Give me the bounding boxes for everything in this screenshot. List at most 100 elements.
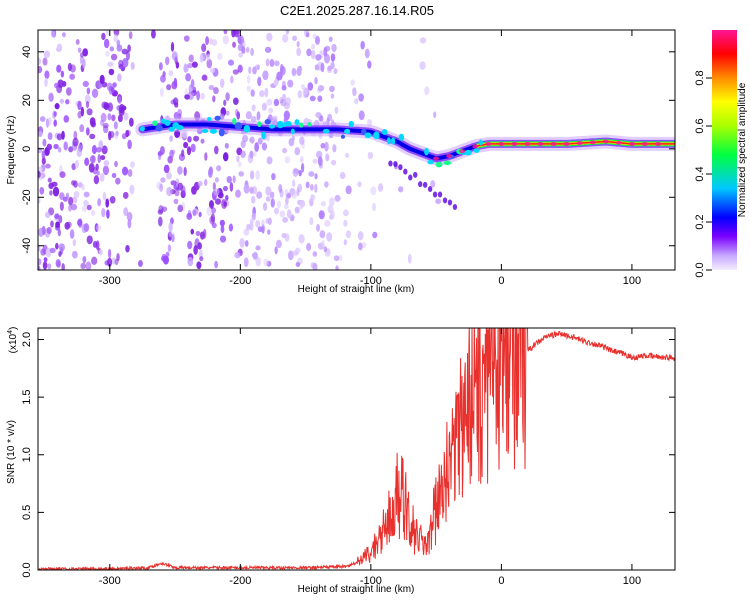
noise-speckle — [41, 150, 46, 160]
signal-blob — [390, 137, 396, 145]
spectrogram-xlabel: Height of straight line (km) — [298, 284, 415, 295]
noise-speckle — [282, 216, 289, 223]
noise-speckle — [49, 247, 56, 254]
snr-ytick-label: 0.5 — [21, 505, 33, 520]
noise-speckle — [126, 211, 133, 222]
noise-speckle — [74, 159, 80, 169]
noise-speckle — [193, 135, 200, 142]
noise-speckle — [55, 242, 59, 250]
trail-blob — [422, 181, 428, 188]
trail-blob — [427, 186, 433, 193]
noise-speckle — [230, 75, 234, 84]
noise-speckle — [312, 251, 318, 257]
colorbar-tick-label: 0.2 — [694, 214, 706, 229]
noise-speckle — [296, 47, 301, 57]
noise-speckle — [291, 67, 297, 76]
snr-xtick-label: -300 — [99, 575, 121, 587]
noise-speckle — [343, 219, 348, 227]
signal-blob — [207, 116, 212, 122]
noise-speckle — [360, 40, 365, 50]
noise-speckle — [187, 136, 192, 143]
noise-speckle — [38, 265, 41, 270]
noise-speckle — [274, 246, 278, 255]
snr-ytick-label: 1.5 — [21, 389, 33, 404]
noise-speckle — [77, 218, 83, 229]
noise-speckle — [57, 146, 62, 153]
noise-speckle — [110, 87, 115, 94]
noise-speckle — [72, 137, 79, 147]
noise-speckle — [261, 102, 267, 111]
noise-speckle — [85, 261, 92, 270]
noise-speckle — [235, 108, 239, 117]
noise-speckle — [377, 183, 384, 192]
noise-speckle — [122, 166, 129, 176]
noise-speckle — [317, 95, 323, 102]
noise-speckle — [187, 256, 194, 267]
noise-speckle — [285, 97, 291, 106]
noise-speckle — [63, 141, 68, 151]
noise-speckle — [286, 209, 292, 219]
carrier-peak — [537, 141, 544, 146]
noise-speckle — [275, 239, 282, 249]
noise-speckle — [238, 171, 245, 177]
noise-speckle — [271, 173, 276, 181]
noise-speckle — [232, 175, 236, 184]
noise-speckle — [44, 211, 51, 219]
noise-speckle — [294, 147, 301, 156]
noise-speckle — [38, 227, 44, 237]
noise-speckle — [90, 210, 96, 217]
signal-blob — [243, 124, 251, 133]
noise-speckle — [274, 60, 280, 67]
noise-speckle — [129, 161, 135, 169]
carrier-peak — [615, 140, 622, 145]
signal-blob — [307, 122, 312, 127]
colorbar-gradient — [712, 30, 737, 270]
noise-speckle — [81, 184, 85, 191]
noise-speckle — [300, 156, 304, 163]
trail-blob — [418, 181, 423, 188]
noise-speckle — [293, 168, 300, 174]
noise-speckle — [237, 64, 243, 73]
noise-speckle — [38, 166, 43, 173]
noise-speckle — [187, 63, 194, 69]
signal-blob — [373, 131, 380, 140]
noise-speckle — [53, 111, 57, 117]
noise-speckle — [324, 141, 329, 152]
noise-speckle — [205, 36, 210, 46]
noise-speckle — [248, 66, 252, 75]
noise-speckle — [38, 131, 43, 138]
noise-speckle — [292, 250, 298, 256]
noise-speckle — [73, 190, 80, 199]
noise-speckle — [191, 61, 198, 68]
noise-speckle — [112, 82, 117, 88]
noise-speckle — [225, 194, 229, 201]
noise-speckle — [183, 35, 190, 42]
noise-speckle — [253, 150, 257, 157]
signal-blob — [478, 139, 483, 146]
signal-blob — [168, 126, 175, 132]
noise-speckle — [173, 198, 179, 205]
noise-speckle — [265, 58, 270, 67]
noise-speckle — [190, 228, 195, 235]
noise-speckle — [186, 212, 193, 220]
noise-speckle — [206, 206, 212, 216]
noise-speckle — [107, 257, 113, 267]
noise-speckle — [163, 164, 170, 174]
noise-speckle — [95, 147, 103, 153]
noise-speckle — [243, 184, 250, 194]
noise-speckle — [298, 169, 302, 177]
noise-speckle — [198, 211, 202, 218]
noise-speckle — [114, 160, 118, 168]
noise-speckle — [128, 117, 134, 127]
noise-speckle — [370, 186, 377, 196]
noise-speckle — [68, 196, 74, 206]
noise-speckle — [127, 218, 132, 229]
noise-speckle — [96, 170, 100, 176]
noise-speckle — [108, 68, 115, 76]
noise-speckle — [84, 94, 91, 104]
noise-speckle — [407, 253, 412, 264]
noise-speckle — [288, 138, 295, 147]
noise-speckle — [186, 146, 192, 156]
noise-speckle — [53, 119, 57, 127]
noise-speckle — [350, 79, 356, 86]
